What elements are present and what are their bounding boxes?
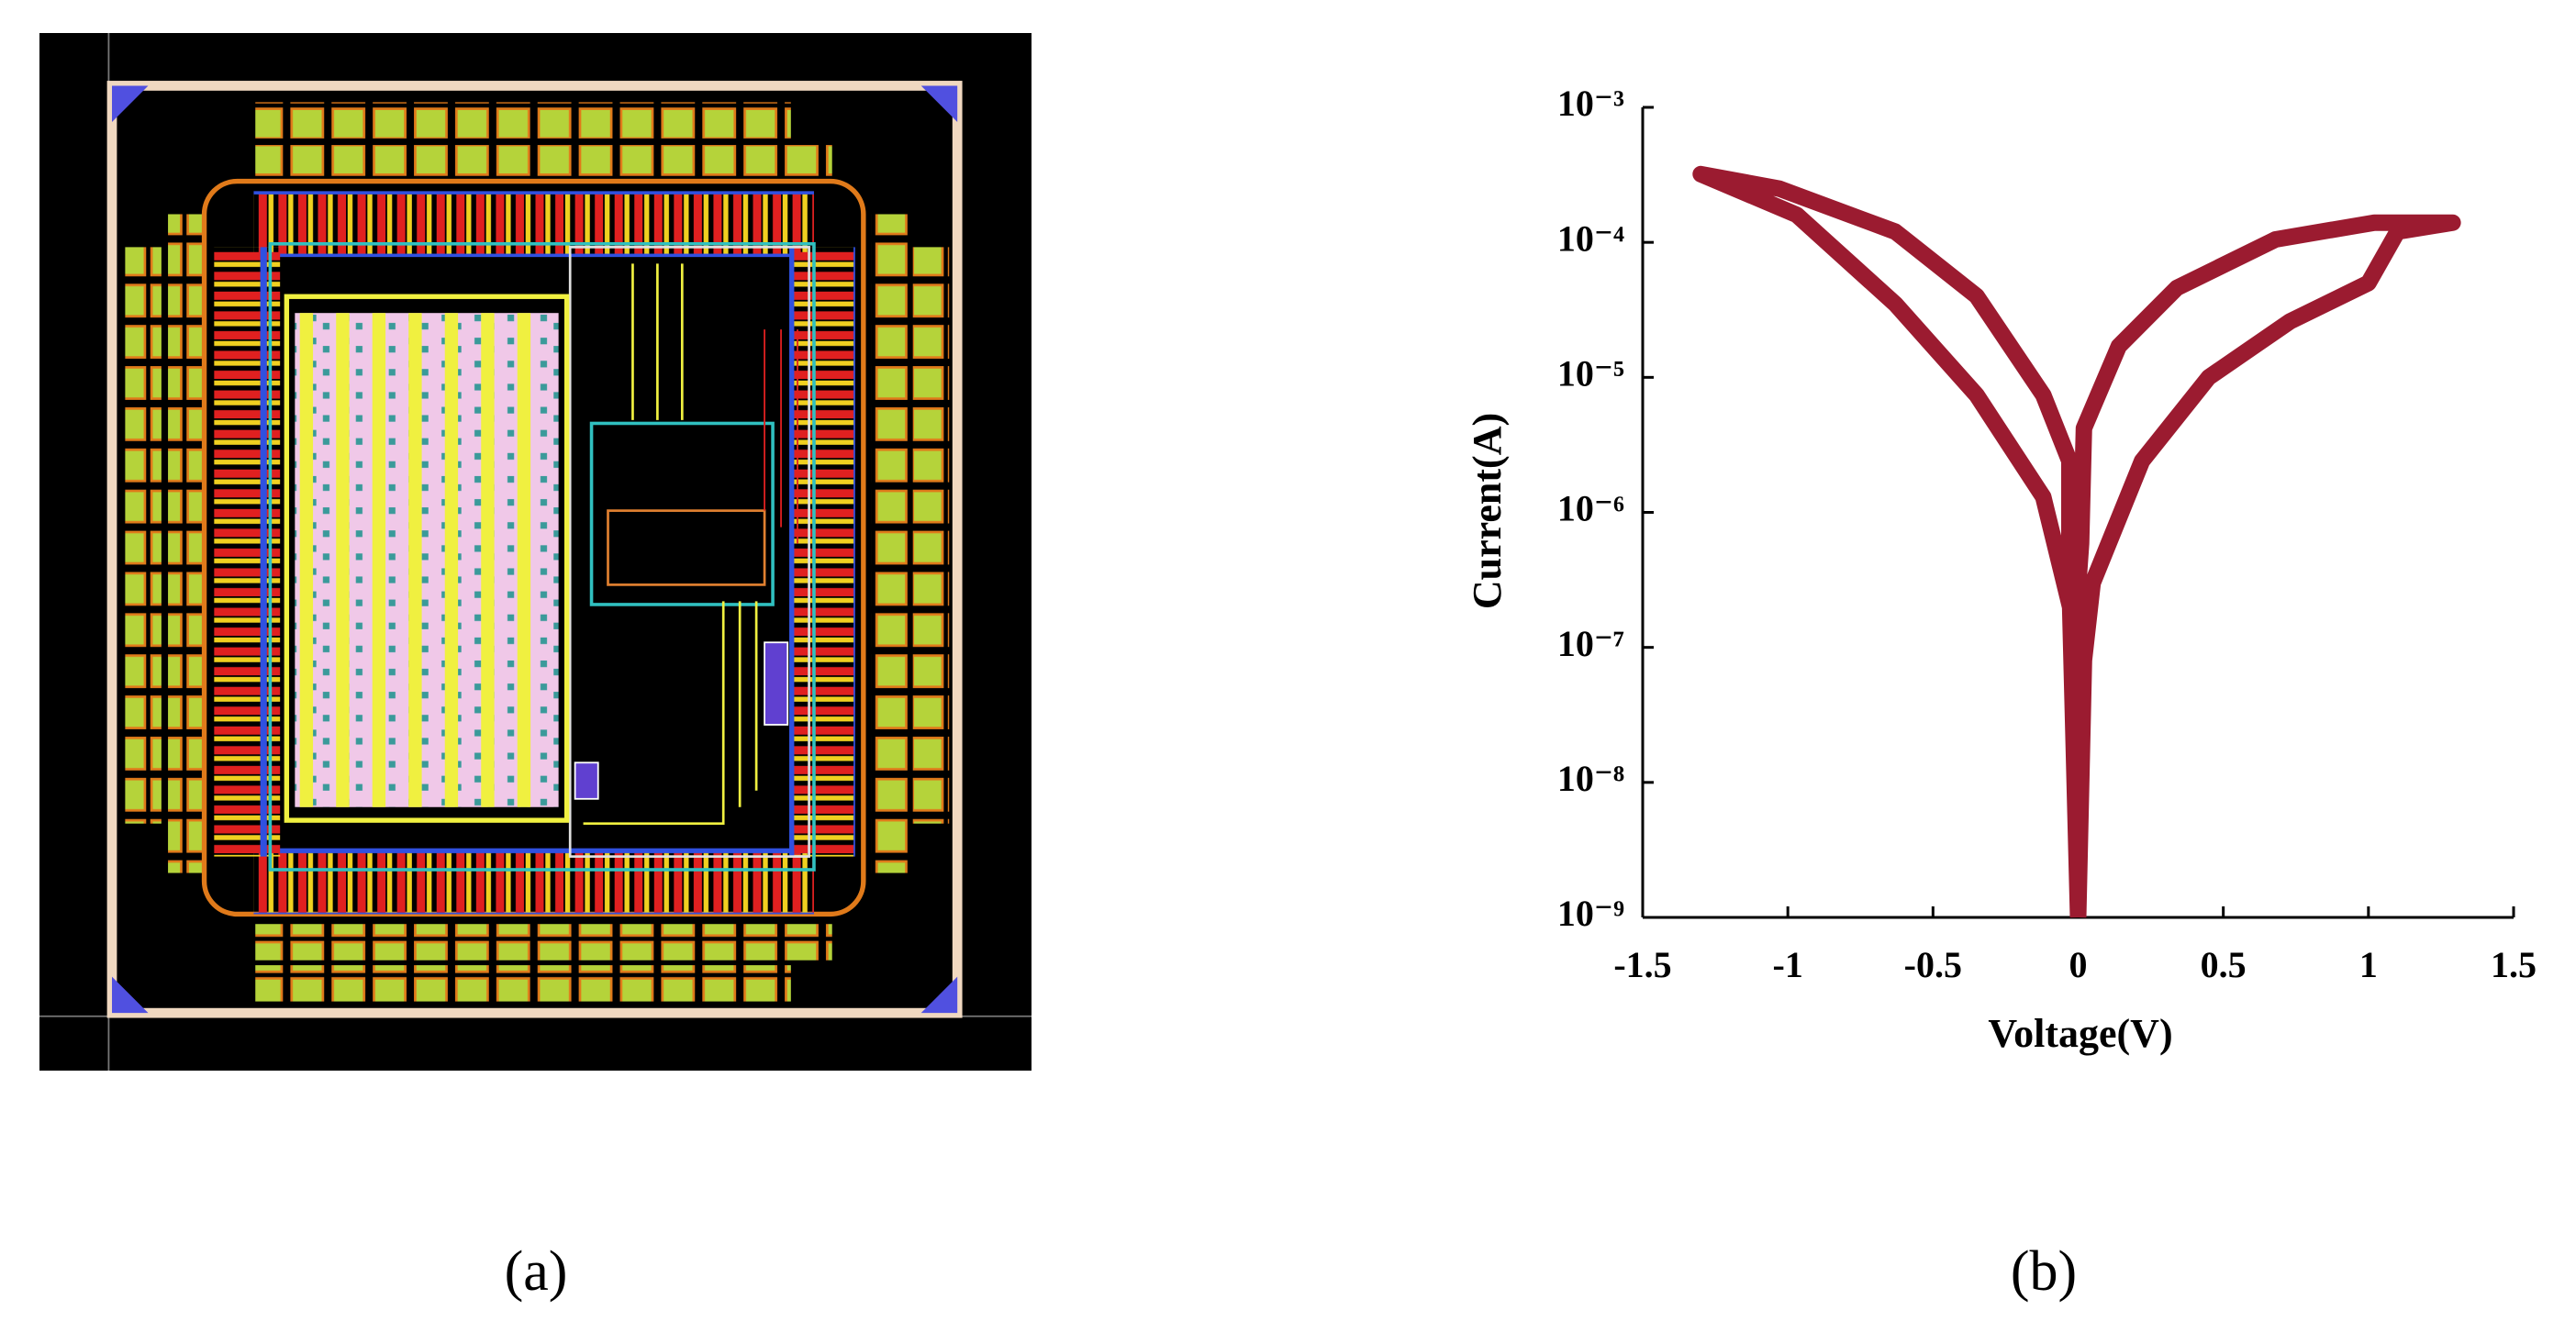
x-tick-label: 0.5 xyxy=(2201,944,2247,985)
data-line xyxy=(1692,165,2461,918)
caption: (a) xyxy=(505,1240,568,1303)
x-tick-label: 1.5 xyxy=(2491,944,2537,985)
y-tick-label: 10⁻³ xyxy=(1557,83,1624,124)
y-tick-label: 10⁻⁴ xyxy=(1557,217,1624,259)
x-tick-label: 0 xyxy=(2069,944,2088,985)
chart: -1.5 -1 -0.5 0 0.5 1 1.5 10⁻⁹ 10⁻⁸ 10⁻⁷ 10⁻⁶ 10⁻⁵ 10… xyxy=(1557,83,2537,985)
y-tick-label: 10⁻⁶ xyxy=(1557,488,1624,529)
y-tick-label: 10⁻⁷ xyxy=(1557,623,1624,664)
y-tick-label: 10⁻⁸ xyxy=(1557,758,1624,799)
x-tick-label: -0.5 xyxy=(1904,944,1962,985)
x-tick-label: 1 xyxy=(2359,944,2378,985)
x-tick-label: -1.5 xyxy=(1613,944,1671,985)
y-tick-label: 10⁻⁹ xyxy=(1557,893,1624,934)
y-axis-label: Current(A) xyxy=(1465,413,1510,609)
chip-layout xyxy=(39,33,1032,1071)
caption: (b) xyxy=(2011,1240,2077,1303)
y-tick-label: 10⁻⁵ xyxy=(1557,353,1624,394)
x-tick-label: -1 xyxy=(1773,944,1803,985)
x-axis-label: Voltage(V) xyxy=(1988,1011,2172,1056)
